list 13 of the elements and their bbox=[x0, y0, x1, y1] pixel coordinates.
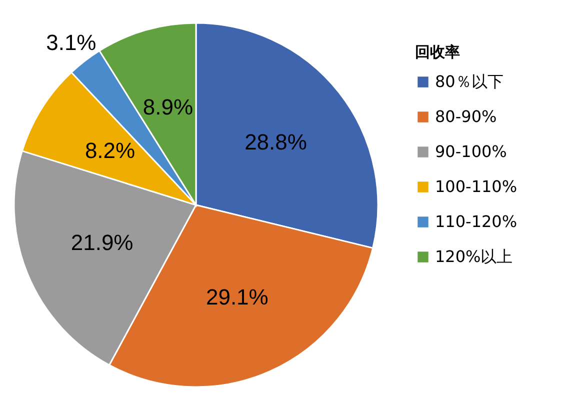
data-label: 3.1% bbox=[46, 30, 96, 56]
data-label: 8.9% bbox=[142, 94, 194, 120]
data-label: 29.1% bbox=[206, 284, 268, 310]
legend-label: 80％以下 bbox=[435, 72, 504, 91]
legend-label: 80-90% bbox=[435, 107, 497, 126]
data-label: 28.8% bbox=[244, 129, 307, 154]
legend-label: 110-120% bbox=[435, 212, 518, 231]
data-label: 21.9% bbox=[70, 230, 134, 256]
legend-label: 100-110% bbox=[435, 177, 518, 196]
legend-label: 120%以上 bbox=[435, 247, 513, 266]
data-label: 8.2% bbox=[84, 138, 136, 164]
legend-title: 回收率 bbox=[415, 43, 460, 61]
legend-label: 90-100% bbox=[435, 142, 507, 161]
